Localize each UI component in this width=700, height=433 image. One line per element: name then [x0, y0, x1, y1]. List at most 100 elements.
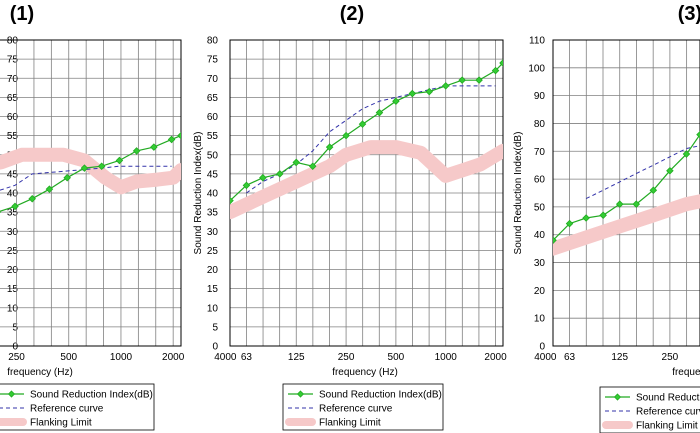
- x-tick-label: 63: [241, 352, 253, 363]
- plot-frame: [0, 39, 182, 347]
- sri-marker: [132, 147, 141, 155]
- y-tick-label: 0: [539, 342, 545, 353]
- legend-label: Reference curve: [636, 407, 700, 418]
- sri-marker: [475, 76, 483, 84]
- plot-area: [230, 59, 503, 220]
- legend-sri-marker: [296, 390, 305, 398]
- legend-label: Flanking Limit: [30, 418, 92, 429]
- y-tick-label: 70: [534, 147, 546, 158]
- panel-title: (3): [678, 3, 700, 25]
- y-tick-label: 90: [534, 91, 546, 102]
- y-tick-label: 30: [207, 227, 219, 238]
- y-tick-label: 45: [207, 169, 219, 180]
- sri-marker: [696, 130, 700, 139]
- sri-marker: [115, 156, 124, 165]
- legend-label: Sound Reduction Index(dB): [319, 390, 442, 401]
- x-tick-label: 125: [288, 352, 305, 363]
- y-tick-label: 40: [7, 189, 19, 200]
- sri-marker: [408, 89, 417, 98]
- x-axis-label: frequency (Hz): [332, 367, 398, 378]
- plot-area: [0, 131, 181, 214]
- legend: Sound Reduction Index(dB) Reference curve…: [282, 383, 444, 431]
- sri-marker: [649, 186, 658, 194]
- x-tick-label: 1000: [110, 352, 133, 363]
- y-tick-label: 50: [207, 150, 219, 161]
- y-tick-label: 20: [534, 286, 546, 297]
- y-tick-label: 10: [7, 303, 19, 314]
- y-tick-label: 25: [7, 246, 19, 257]
- legend-label: Reference curve: [319, 404, 393, 415]
- y-tick-label: 110: [529, 36, 545, 47]
- x-tick-label: 1000: [435, 352, 458, 363]
- y-tick-label: 65: [207, 93, 219, 104]
- x-tick-label: 250: [8, 352, 25, 363]
- legend-sri-marker: [7, 390, 16, 398]
- legend-label: Flanking Limit: [636, 421, 698, 432]
- sri-marker: [632, 200, 641, 208]
- y-tick-label: 75: [207, 55, 219, 66]
- sri-marker: [177, 131, 181, 140]
- x-tick-label: 500: [388, 352, 405, 363]
- legend-label: Sound Reduction Index(dB): [30, 390, 153, 401]
- legend-sri-marker: [613, 393, 622, 401]
- sri-marker: [553, 236, 557, 245]
- legend: Sound Reduction Index(dB) Reference curve…: [0, 383, 155, 431]
- sri-marker: [230, 196, 234, 205]
- sri-marker: [97, 162, 106, 170]
- flanking-limit-line: [0, 147, 181, 195]
- x-tick-label: 125: [611, 352, 628, 363]
- x-tick-label: 250: [662, 352, 679, 363]
- y-tick-label: 60: [207, 112, 219, 123]
- sri-marker: [150, 143, 158, 151]
- y-tick-label: 0: [212, 342, 218, 353]
- sri-marker: [358, 120, 367, 128]
- x-tick-label: 63: [564, 352, 576, 363]
- panel-title: (1): [10, 3, 34, 25]
- y-tick-label: 30: [7, 227, 19, 238]
- sri-line: [553, 134, 700, 241]
- y-tick-label: 75: [7, 55, 19, 66]
- y-tick-label: 60: [7, 112, 19, 123]
- legend-label: Sound Reduction Index(dB): [636, 393, 700, 404]
- y-tick-label: 40: [207, 189, 219, 200]
- sri-marker: [276, 170, 284, 178]
- sri-marker: [499, 59, 503, 67]
- sri-marker: [582, 214, 590, 222]
- chart-panel-2: (2) 0 5 10 15 20 25 30 35 40 45 50 55 60 65 70 75 80 63 125…: [193, 3, 557, 431]
- sri-marker: [375, 108, 384, 117]
- y-tick-label: 65: [7, 93, 19, 104]
- y-tick-label: 55: [207, 131, 219, 142]
- y-tick-label: 5: [12, 322, 18, 333]
- x-tick-label: 2000: [484, 352, 507, 363]
- y-tick-label: 25: [207, 246, 219, 257]
- plot-area: [553, 130, 700, 256]
- flanking-limit-line: [230, 140, 503, 220]
- x-tick-label: 2000: [162, 352, 185, 363]
- y-tick-label: 35: [7, 208, 19, 219]
- flanking-limit-line: [553, 194, 700, 256]
- plot-frame: [229, 39, 504, 347]
- y-tick-label: 15: [7, 284, 19, 295]
- y-tick-label: 80: [207, 36, 219, 47]
- sri-marker: [308, 162, 317, 170]
- legend-label: Flanking Limit: [319, 418, 381, 429]
- y-tick-label: 20: [7, 265, 19, 276]
- y-tick-label: 5: [212, 322, 218, 333]
- y-tick-label: 10: [534, 314, 546, 325]
- sri-marker: [167, 135, 176, 144]
- x-tick-label: 4000: [214, 352, 237, 363]
- sri-marker: [565, 219, 574, 228]
- legend-label: Reference curve: [30, 404, 104, 415]
- x-axis-label: frequency (Hz): [672, 367, 700, 378]
- sri-marker: [342, 131, 350, 140]
- y-tick-label: 35: [207, 208, 219, 219]
- y-tick-label: 70: [7, 74, 19, 85]
- sri-marker: [259, 173, 267, 182]
- sri-marker: [28, 194, 36, 203]
- reference-curve-line: [246, 85, 496, 194]
- y-tick-label: 10: [207, 303, 219, 314]
- panel-title: (2): [340, 3, 364, 25]
- y-tick-label: 20: [207, 265, 219, 276]
